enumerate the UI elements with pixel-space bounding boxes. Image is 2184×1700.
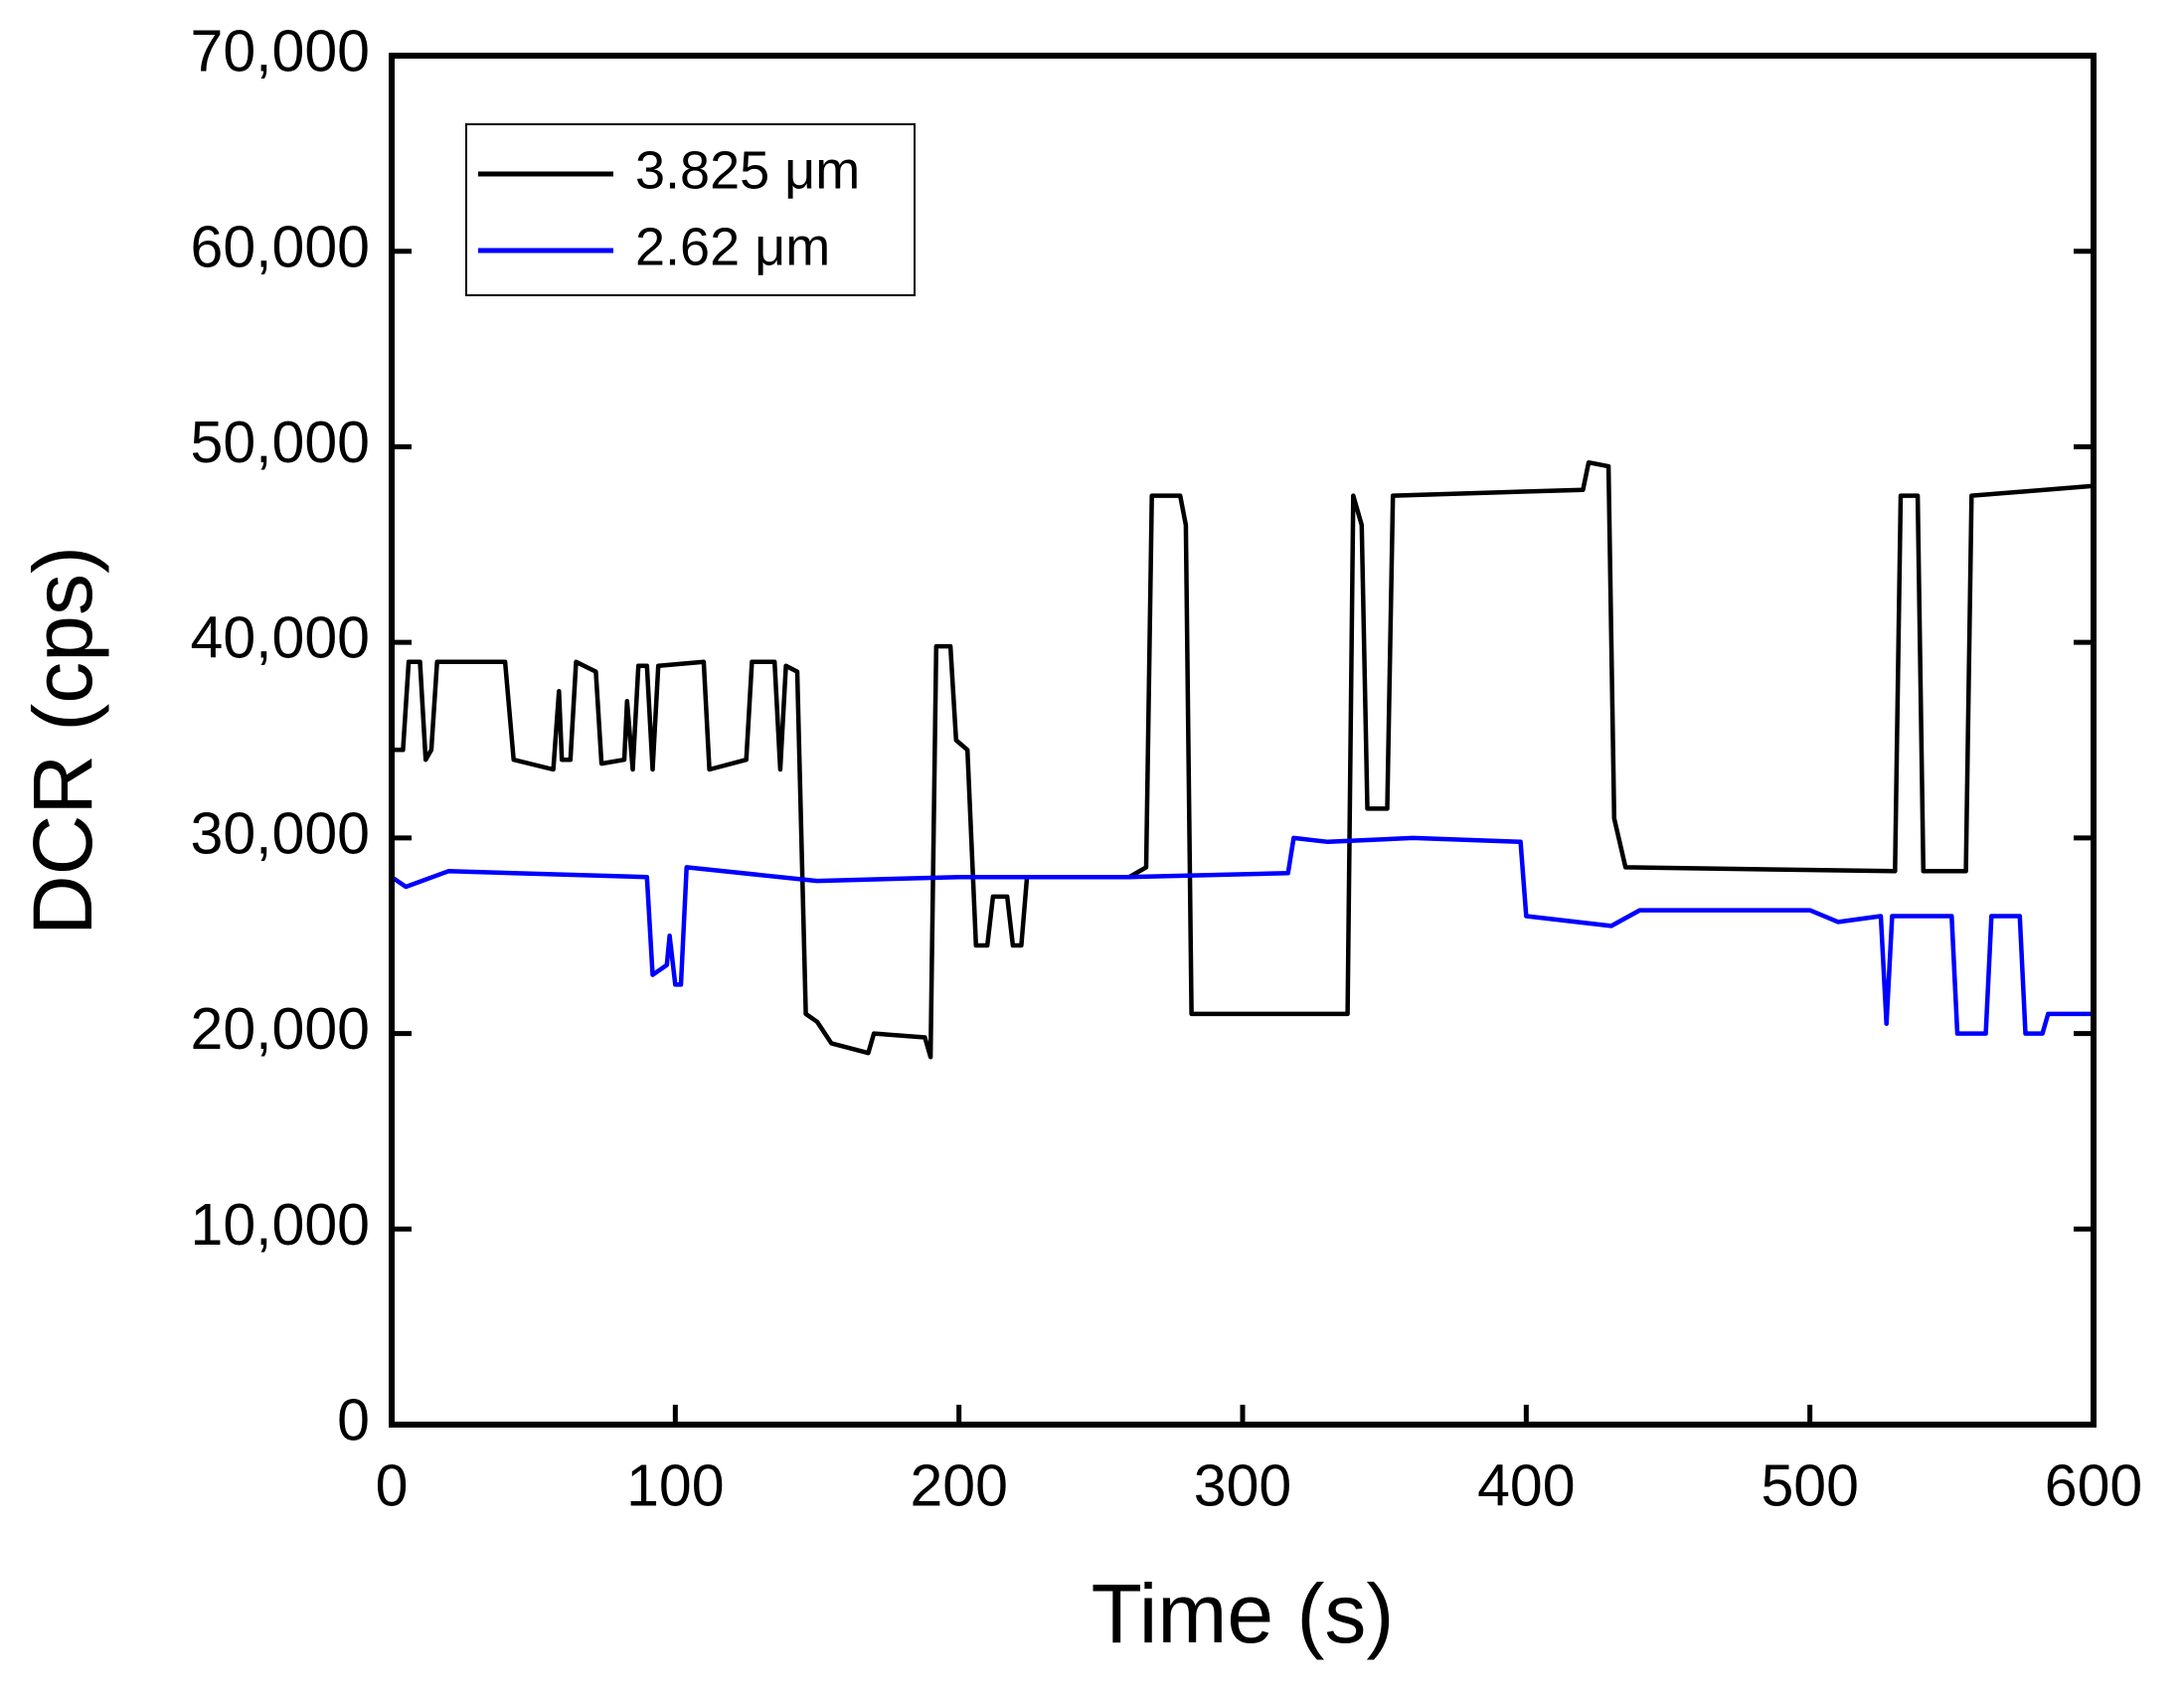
y-tick-label: 20,000 [191, 996, 370, 1062]
x-tick-label: 300 [1194, 1453, 1291, 1519]
plot-frame [389, 53, 2097, 1428]
data-line [392, 459, 2095, 1060]
y-axis-label: DCR (cps) [16, 546, 109, 935]
legend-label: 2.62 μm [635, 217, 830, 276]
legend-label: 3.825 μm [635, 140, 860, 200]
x-tick-label: 400 [1477, 1453, 1575, 1519]
y-tick-label: 70,000 [191, 19, 370, 85]
y-tick-label: 50,000 [191, 410, 370, 475]
x-tick-label: 600 [2045, 1453, 2142, 1519]
x-axis-label: Time (s) [1092, 1567, 1395, 1660]
y-tick-label: 60,000 [191, 214, 370, 279]
y-tick-label: 10,000 [191, 1192, 370, 1258]
y-tick-label: 0 [337, 1388, 370, 1453]
x-tick-label: 0 [376, 1453, 409, 1519]
x-tick-label: 500 [1761, 1453, 1858, 1519]
data-line [390, 835, 2094, 1036]
y-tick-label: 30,000 [191, 800, 370, 866]
legend-box [465, 123, 916, 296]
x-tick-label: 100 [626, 1453, 724, 1519]
x-tick-label: 200 [910, 1453, 1007, 1519]
y-tick-label: 40,000 [191, 605, 370, 671]
